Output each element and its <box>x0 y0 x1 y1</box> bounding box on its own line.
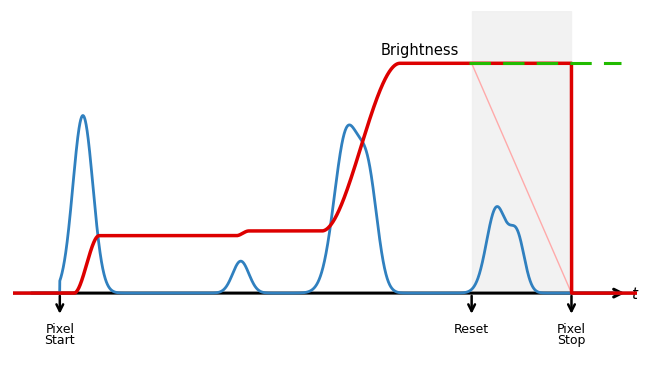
Text: t: t <box>630 287 637 302</box>
Text: Pixel: Pixel <box>46 323 74 336</box>
Text: Brightness: Brightness <box>381 43 459 58</box>
Text: Reset: Reset <box>454 323 489 336</box>
Text: Pixel: Pixel <box>557 323 586 336</box>
Bar <box>472 11 571 293</box>
Text: Start: Start <box>44 334 75 347</box>
Text: Stop: Stop <box>557 334 586 347</box>
